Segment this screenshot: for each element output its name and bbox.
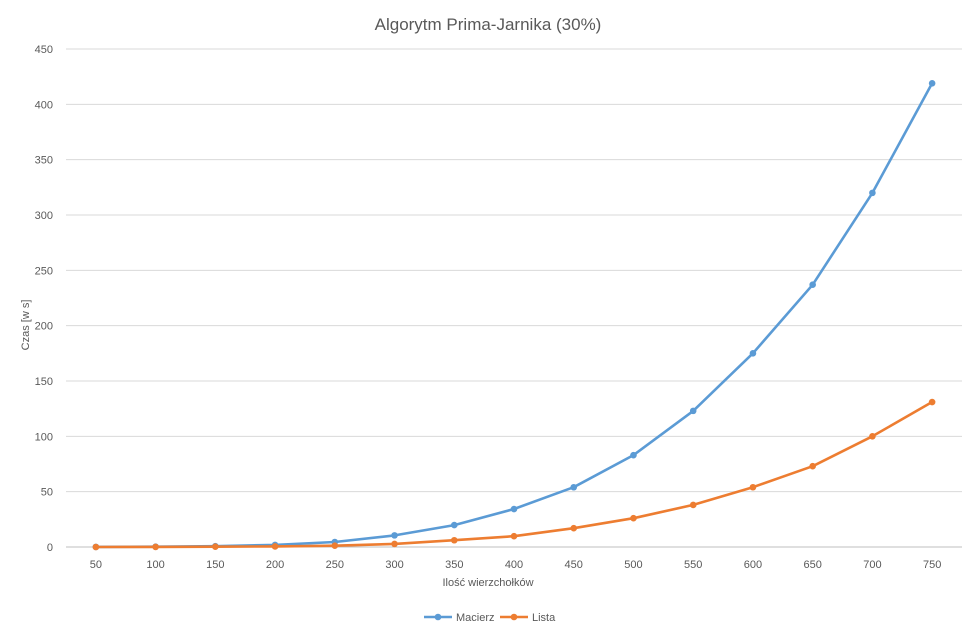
series-line-macierz [94, 82, 934, 549]
data-point [450, 521, 458, 529]
y-tick-label: 450 [35, 44, 53, 56]
data-point [928, 80, 936, 87]
x-tick-label: 550 [684, 559, 702, 571]
data-point [689, 407, 697, 415]
x-axis-ticks: 50 100 150 200 250 300 350 400 450 500 550 600 650 70… [90, 559, 942, 571]
x-axis-title: Ilość wierzchołków [442, 577, 533, 589]
data-point [510, 532, 518, 540]
y-axis-ticks: 0 50 100 150 200 250 300 350 400 450 [35, 44, 53, 554]
y-tick-label: 300 [35, 210, 53, 222]
data-point [630, 451, 637, 459]
y-tick-label: 50 [41, 487, 53, 499]
y-axis-title: Czas [w s] [20, 300, 32, 351]
data-point [152, 543, 159, 551]
y-tick-label: 0 [47, 542, 53, 554]
y-tick-label: 100 [35, 431, 53, 443]
x-tick-label: 300 [385, 559, 403, 571]
legend-marker-lista [510, 613, 518, 621]
x-tick-label: 150 [206, 559, 224, 571]
data-point [809, 281, 816, 289]
y-tick-label: 150 [35, 376, 53, 388]
data-point [331, 542, 339, 549]
y-tick-label: 350 [35, 155, 53, 167]
x-tick-label: 600 [744, 559, 762, 571]
x-tick-label: 450 [565, 559, 583, 571]
series-group [92, 80, 936, 551]
data-point [570, 483, 578, 491]
legend-label: Lista [532, 612, 556, 624]
data-point [391, 540, 398, 548]
data-point [510, 505, 518, 513]
x-tick-label: 200 [266, 559, 284, 571]
data-point [869, 189, 876, 197]
x-tick-label: 750 [923, 559, 941, 571]
data-point [749, 350, 757, 357]
data-point [869, 433, 876, 440]
data-point [630, 514, 637, 522]
gridlines [66, 48, 962, 548]
data-point [271, 543, 279, 550]
data-point [928, 398, 936, 406]
chart-title: Algorytm Prima-Jarnika (30%) [375, 15, 602, 34]
legend-marker-macierz [434, 613, 442, 621]
x-tick-label: 650 [803, 559, 821, 571]
y-tick-label: 200 [35, 321, 53, 333]
y-tick-label: 250 [35, 265, 53, 277]
data-point [450, 536, 458, 544]
x-tick-label: 700 [863, 559, 881, 571]
data-point [92, 543, 100, 551]
legend-label: Macierz [456, 612, 495, 624]
x-tick-label: 50 [90, 559, 102, 571]
data-point [689, 501, 697, 509]
data-point [212, 543, 219, 550]
x-tick-label: 500 [624, 559, 642, 571]
series-line-lista [94, 400, 934, 549]
y-tick-label: 400 [35, 99, 53, 111]
x-tick-label: 400 [505, 559, 523, 571]
legend: Macierz Lista [424, 612, 556, 624]
x-tick-label: 350 [445, 559, 463, 571]
data-point [391, 532, 398, 539]
x-tick-label: 100 [146, 559, 164, 571]
data-point [809, 462, 816, 470]
data-point [570, 524, 578, 532]
x-tick-label: 250 [326, 559, 344, 571]
data-point [749, 483, 757, 491]
